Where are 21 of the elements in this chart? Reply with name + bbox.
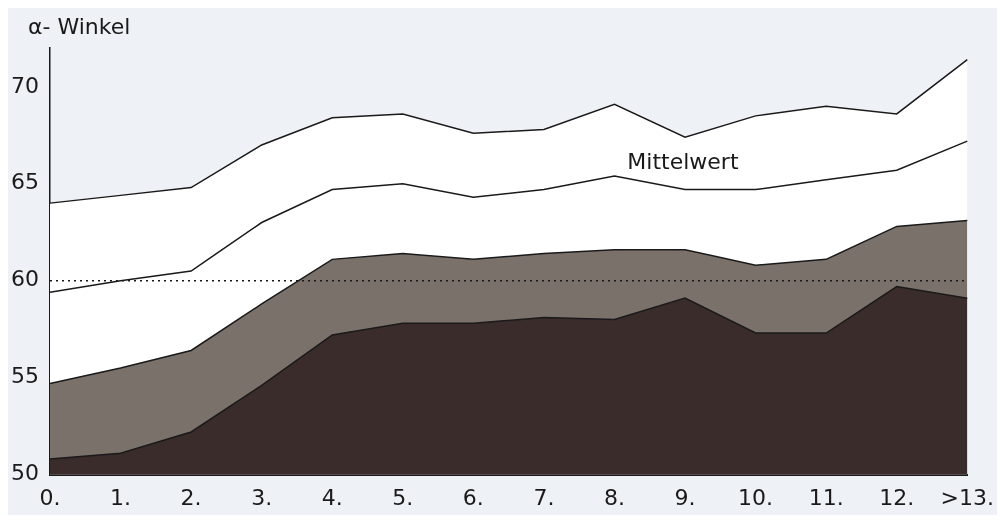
x-tick-label: 8. (603, 484, 625, 510)
annotation: Mittelwert (627, 148, 739, 174)
x-tick-label: 2. (180, 484, 202, 510)
x-tick-label: 0. (39, 484, 61, 510)
x-tick-label: 10. (738, 484, 774, 510)
y-tick-label: 70 (10, 72, 39, 98)
x-tick-label: 4. (321, 484, 343, 510)
x-tick-label: 3. (251, 484, 273, 510)
x-tick-label: >13. (940, 484, 994, 510)
x-tick-label: 6. (462, 484, 484, 510)
x-tick-label: 1. (110, 484, 132, 510)
y-tick-label: 60 (10, 266, 39, 292)
y-axis-title: α- Winkel (28, 13, 131, 39)
y-tick-label: 55 (10, 363, 39, 389)
y-tick-label: 65 (10, 169, 39, 195)
y-tick-label: 50 (10, 460, 39, 486)
x-tick-label: 9. (674, 484, 696, 510)
x-tick-label: 11. (808, 484, 844, 510)
x-tick-label: 12. (879, 484, 915, 510)
x-tick-label: 7. (533, 484, 555, 510)
x-tick-label: 5. (392, 484, 414, 510)
